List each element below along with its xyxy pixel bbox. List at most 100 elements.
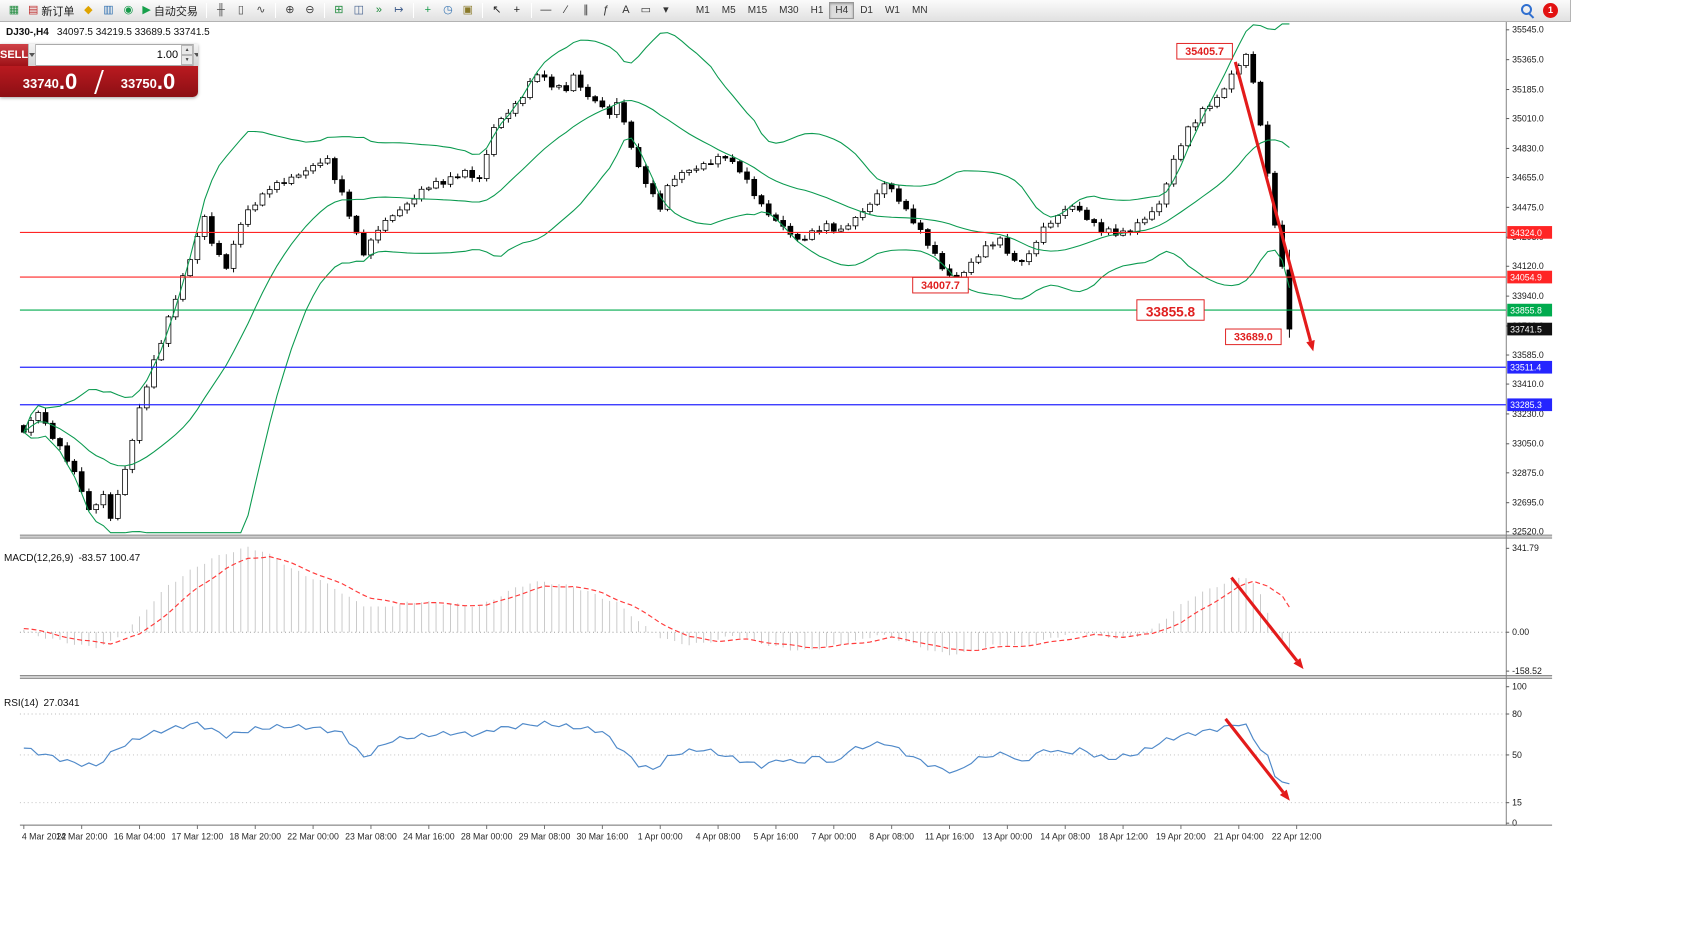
candlestick-chart-button[interactable]: ▯ (231, 2, 251, 20)
bar-chart-button[interactable]: ╫ (211, 2, 231, 20)
arrange-windows-button[interactable]: ◫ (349, 2, 369, 20)
metaeditor-button[interactable]: ◆ (78, 2, 98, 20)
market-watch-button[interactable]: ▥ (98, 2, 118, 20)
text-tool-button[interactable]: A (616, 2, 636, 20)
chart-shift-button[interactable]: ↦ (389, 2, 409, 20)
tf-button-MN[interactable]: MN (906, 2, 934, 19)
candle-body (303, 170, 309, 176)
caret-down-icon (29, 53, 36, 57)
pane-separator[interactable] (19, 675, 1553, 679)
candle-body (715, 156, 721, 165)
indicators-add-button[interactable]: + (418, 2, 438, 20)
candle-body (635, 147, 642, 168)
autotrading-button[interactable]: ▶ 自动交易 (138, 2, 201, 20)
price-axis[interactable]: 35545.0 35365.0 35185.0 35010.0 34830.0 34655… (1505, 22, 1544, 828)
pane-separator[interactable] (19, 534, 1553, 539)
tf-button-M5[interactable]: M5 (716, 2, 742, 19)
tf-button-W1[interactable]: W1 (879, 2, 906, 19)
search-icon[interactable] (1520, 3, 1535, 18)
notification-badge[interactable]: 1 (1543, 3, 1558, 18)
bollinger-bands (23, 23, 1290, 534)
candle-body (64, 445, 71, 462)
candle-body (758, 195, 765, 205)
macd-title: MACD(12,26,9) (4, 553, 74, 564)
tf-button-H1[interactable]: H1 (805, 2, 830, 19)
tf-button-M30[interactable]: M30 (773, 2, 804, 19)
candle-body (339, 179, 345, 193)
auto-scroll-button[interactable]: » (369, 2, 389, 20)
new-chart-button[interactable]: ▦ (4, 2, 24, 20)
candle-body (903, 200, 909, 210)
chart-canvas[interactable]: 35545.0 35365.0 35185.0 35010.0 34830.0 34655… (0, 22, 1572, 868)
volume-increase-button[interactable]: ▲ (181, 45, 194, 55)
price-axis-label: 35545.0 (1512, 25, 1544, 35)
trendline-tool-button[interactable]: ∕ (556, 2, 576, 20)
annotation-34007.7[interactable]: 34007.7 (912, 276, 969, 294)
annotation-35405.7[interactable]: 35405.7 (1176, 42, 1233, 60)
tile-windows-button[interactable]: ⊞ (329, 2, 349, 20)
candle-body (1019, 259, 1025, 263)
volume-input[interactable] (36, 45, 182, 65)
candle-body (1178, 145, 1184, 160)
cursor-icon: ↖ (492, 4, 502, 16)
cursor-button[interactable]: ↖ (487, 2, 507, 20)
market-watch-icon: ▥ (103, 4, 114, 16)
templates-button[interactable]: ▣ (458, 2, 478, 20)
buy-price[interactable]: 33750.0 (102, 69, 194, 94)
equidistant-channel-tool-button[interactable]: ∥ (576, 2, 596, 20)
candle-body (324, 158, 331, 164)
crosshair-button[interactable]: + (507, 2, 527, 20)
chart-title: DJ30-,H4 34097.5 34219.5 33689.5 33741.5 (6, 27, 210, 38)
buy-options-dropdown[interactable] (193, 44, 198, 66)
tf-button-D1[interactable]: D1 (854, 2, 879, 19)
price-tag-text: 34054.9 (1510, 272, 1542, 282)
chart-window: 35545.0 35365.0 35185.0 35010.0 34830.0 34655… (0, 22, 1571, 941)
shapes-dropdown-button[interactable]: ▾ (656, 2, 676, 20)
volume-decrease-button[interactable]: ▼ (181, 55, 194, 65)
time-axis-label: 16 Mar 04:00 (114, 832, 166, 842)
time-axis-label: 29 Mar 08:00 (519, 832, 571, 842)
data-window-button[interactable]: ◉ (118, 2, 138, 20)
price-down-arrow[interactable] (1233, 61, 1315, 352)
periods-button[interactable]: ◷ (438, 2, 458, 20)
rsi-pane[interactable] (19, 713, 1507, 804)
candle-body (628, 121, 635, 148)
macd-pane[interactable] (19, 546, 1507, 656)
candle-body (360, 232, 367, 256)
tf-button-H4[interactable]: H4 (829, 2, 855, 19)
candle-body (693, 168, 700, 171)
candle-body (237, 223, 244, 245)
sell-options-dropdown[interactable] (28, 44, 37, 66)
annotation-33855.8[interactable]: 33855.8 (1136, 299, 1205, 321)
hlines-layer[interactable] (19, 231, 1507, 406)
candle-body (917, 222, 924, 230)
candle-body (1228, 73, 1235, 90)
arrows-tool-button[interactable]: ▭ (636, 2, 656, 20)
candle-body (1192, 122, 1199, 128)
tf-button-M1[interactable]: M1 (690, 2, 716, 19)
line-chart-button[interactable]: ∿ (251, 2, 271, 20)
sell-button[interactable]: SELL (0, 44, 29, 66)
horizontal-line-tool-button[interactable]: — (536, 2, 556, 20)
price-axis-label: 34475.0 (1512, 202, 1544, 212)
arrange-windows-icon: ◫ (353, 4, 365, 16)
zoom-out-button[interactable]: ⊖ (300, 2, 320, 20)
toolbar-separator (205, 3, 207, 18)
candle-body (614, 102, 620, 115)
rsi-indicator-label: RSI(14) 27.0341 (4, 698, 80, 709)
metaeditor-icon: ◆ (84, 4, 93, 16)
annotation-33689.0[interactable]: 33689.0 (1225, 328, 1282, 346)
rsi-down-arrow[interactable] (1224, 717, 1290, 801)
new-order-button[interactable]: ▤ 新订单 (24, 2, 78, 20)
sell-price[interactable]: 33740.0 (4, 69, 96, 94)
candle-body (664, 185, 671, 210)
candle-body (143, 386, 150, 409)
candle-body (49, 422, 56, 439)
zoom-in-button[interactable]: ⊕ (280, 2, 300, 20)
tf-button-M15[interactable]: M15 (742, 2, 773, 19)
new-order-icon: ▤ (28, 4, 39, 16)
fibonacci-tool-button[interactable]: ƒ (596, 2, 616, 20)
macd-down-arrow[interactable] (1230, 576, 1304, 670)
time-axis-label: 1 Apr 00:00 (638, 832, 683, 842)
